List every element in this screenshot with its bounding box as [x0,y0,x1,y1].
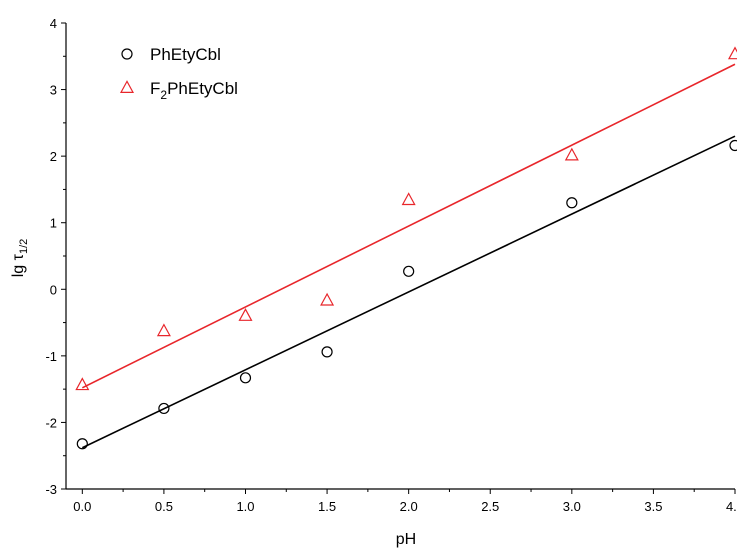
legend-label-sub: 2 [160,88,167,102]
fit-lines [81,63,736,449]
y-tick-label: -1 [45,349,57,364]
circle-marker [729,139,737,152]
x-tick-label: 1.0 [236,499,254,514]
legend-label-main: F [150,79,160,98]
axes: 0.0 0.5 1.0 1.5 2.0 2.5 3.0 3.5 4.0 -3 -2 -1 0 1 2 3 4 [45,16,737,514]
y-tick-label: -3 [45,482,57,497]
legend-label: F2PhEtyCbl [150,79,238,102]
x-tick-label: 4.0 [726,499,737,514]
x-tick-label: 0.5 [155,499,173,514]
triangle-marker [564,147,579,161]
x-tick-label: 1.5 [318,499,336,514]
circle-marker [403,265,415,277]
legend-label: PhEtyCbl [150,45,221,64]
circle-marker [321,346,333,358]
x-tick-label: 0.0 [73,499,91,514]
y-axis-title-main: lg τ [10,253,27,277]
fit-line [81,135,736,449]
y-tick-label: 3 [50,83,57,98]
y-tick-label: -2 [45,415,57,430]
data-markers [75,46,737,450]
x-axis-title: pH [396,531,416,548]
x-tick-label: 3.0 [563,499,581,514]
triangle-marker [401,192,416,206]
triangle-marker [119,80,135,94]
y-axis-title: lg τ1/2 [10,239,30,278]
x-tick-label: 2.5 [481,499,499,514]
y-tick-label: 1 [50,216,57,231]
triangle-marker [238,308,253,321]
x-tick-label: 3.5 [644,499,662,514]
legend-label-rest: PhEtyCbl [167,79,238,98]
fit-line [81,63,736,389]
y-axis-title-sub: 1/2 [18,239,30,254]
circle-marker [239,372,252,384]
y-tick-label: 4 [50,16,57,31]
circle-marker [158,402,170,415]
triangle-marker [75,377,90,391]
y-tick-label: 2 [50,149,57,164]
legend-label-main: PhEtyCbl [150,45,221,64]
triangle-marker [320,292,335,306]
triangle-marker [727,46,737,60]
circle-marker [76,438,88,450]
triangle-marker [156,323,171,337]
circle-marker [566,197,578,209]
circle-marker [121,48,133,60]
x-tick-label: 2.0 [400,499,418,514]
y-tick-label: 0 [50,282,57,297]
